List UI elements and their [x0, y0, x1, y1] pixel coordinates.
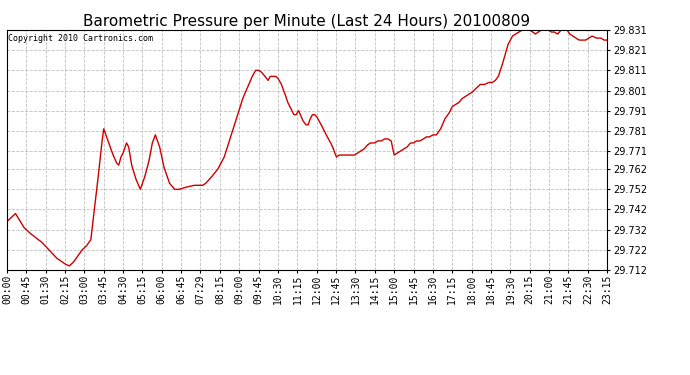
Text: Copyright 2010 Cartronics.com: Copyright 2010 Cartronics.com — [8, 34, 153, 43]
Title: Barometric Pressure per Minute (Last 24 Hours) 20100809: Barometric Pressure per Minute (Last 24 … — [83, 14, 531, 29]
